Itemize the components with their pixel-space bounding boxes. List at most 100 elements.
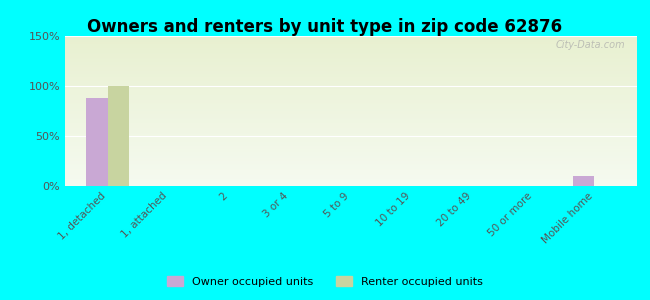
Bar bbox=[65, 169, 637, 170]
Text: City-Data.com: City-Data.com bbox=[556, 40, 625, 50]
Legend: Owner occupied units, Renter occupied units: Owner occupied units, Renter occupied un… bbox=[162, 272, 488, 291]
Bar bbox=[65, 73, 637, 74]
Bar bbox=[65, 115, 637, 116]
Bar bbox=[65, 88, 637, 89]
Bar bbox=[65, 54, 637, 55]
Bar bbox=[65, 84, 637, 85]
Bar bbox=[65, 148, 637, 149]
Bar bbox=[65, 72, 637, 73]
Bar bbox=[65, 63, 637, 64]
Bar bbox=[65, 129, 637, 130]
Bar bbox=[65, 163, 637, 164]
Bar bbox=[65, 147, 637, 148]
Bar bbox=[65, 141, 637, 142]
Bar bbox=[65, 75, 637, 76]
Bar bbox=[65, 113, 637, 114]
Bar bbox=[65, 87, 637, 88]
Bar bbox=[65, 112, 637, 113]
Bar bbox=[65, 98, 637, 99]
Bar bbox=[65, 138, 637, 139]
Bar bbox=[65, 120, 637, 121]
Bar bbox=[65, 183, 637, 184]
Text: Owners and renters by unit type in zip code 62876: Owners and renters by unit type in zip c… bbox=[88, 18, 562, 36]
Bar bbox=[65, 82, 637, 83]
Bar bbox=[65, 184, 637, 185]
Bar bbox=[65, 67, 637, 68]
Bar bbox=[65, 160, 637, 161]
Bar bbox=[65, 91, 637, 92]
Bar bbox=[65, 100, 637, 101]
Bar bbox=[65, 145, 637, 146]
Bar bbox=[65, 104, 637, 105]
Bar bbox=[65, 86, 637, 87]
Bar bbox=[65, 159, 637, 160]
Bar bbox=[65, 100, 637, 101]
Bar bbox=[65, 82, 637, 83]
Bar bbox=[65, 162, 637, 163]
Bar bbox=[65, 79, 637, 80]
Bar bbox=[65, 119, 637, 120]
Bar bbox=[65, 36, 637, 37]
Bar bbox=[65, 81, 637, 82]
Bar bbox=[65, 65, 637, 66]
Bar bbox=[65, 118, 637, 119]
Bar bbox=[65, 42, 637, 43]
Bar bbox=[65, 110, 637, 111]
Bar bbox=[65, 85, 637, 86]
Bar bbox=[65, 105, 637, 106]
Bar bbox=[65, 58, 637, 59]
Bar bbox=[65, 85, 637, 86]
Bar bbox=[65, 107, 637, 108]
Bar bbox=[65, 55, 637, 56]
Bar bbox=[65, 182, 637, 183]
Bar bbox=[65, 171, 637, 172]
Bar bbox=[65, 69, 637, 70]
Bar bbox=[65, 97, 637, 98]
Bar bbox=[65, 168, 637, 169]
Bar bbox=[65, 137, 637, 138]
Bar bbox=[65, 61, 637, 62]
Bar bbox=[65, 134, 637, 135]
Bar bbox=[65, 126, 637, 127]
Bar bbox=[65, 127, 637, 128]
Bar bbox=[65, 46, 637, 47]
Bar bbox=[65, 45, 637, 46]
Bar bbox=[65, 44, 637, 45]
Bar bbox=[65, 157, 637, 158]
Bar bbox=[65, 50, 637, 51]
Bar bbox=[65, 106, 637, 107]
Bar bbox=[65, 49, 637, 50]
Bar bbox=[65, 179, 637, 180]
Bar bbox=[65, 116, 637, 117]
Bar bbox=[65, 93, 637, 94]
Bar bbox=[65, 95, 637, 96]
Bar bbox=[65, 96, 637, 97]
Bar bbox=[65, 80, 637, 81]
Bar bbox=[65, 103, 637, 104]
Bar bbox=[65, 52, 637, 53]
Bar bbox=[65, 59, 637, 60]
Bar bbox=[65, 164, 637, 165]
Bar bbox=[65, 64, 637, 65]
Bar bbox=[65, 167, 637, 168]
Bar bbox=[65, 169, 637, 170]
Bar bbox=[65, 144, 637, 145]
Bar bbox=[65, 185, 637, 186]
Bar bbox=[65, 70, 637, 71]
Bar bbox=[65, 151, 637, 152]
Bar bbox=[65, 89, 637, 90]
Bar bbox=[65, 174, 637, 175]
Bar bbox=[65, 143, 637, 144]
Bar bbox=[65, 56, 637, 57]
Bar bbox=[65, 128, 637, 129]
Bar bbox=[65, 132, 637, 133]
Bar bbox=[65, 142, 637, 143]
Bar bbox=[65, 53, 637, 54]
Bar bbox=[65, 90, 637, 91]
Bar bbox=[65, 68, 637, 69]
Bar bbox=[65, 177, 637, 178]
Bar bbox=[65, 118, 637, 119]
Bar bbox=[65, 38, 637, 39]
Bar bbox=[65, 62, 637, 63]
Bar bbox=[65, 92, 637, 93]
